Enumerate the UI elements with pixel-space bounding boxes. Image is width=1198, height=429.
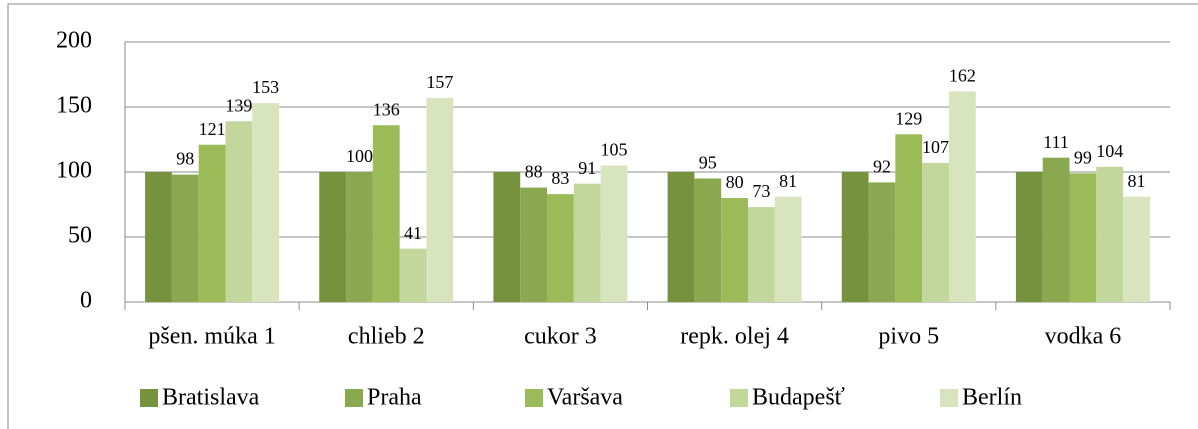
y-tick-label: 200: [56, 28, 92, 54]
legend-swatch: [140, 389, 158, 407]
data-label: 100: [346, 146, 373, 166]
data-label: 129: [895, 108, 922, 128]
bar: [841, 172, 869, 302]
bar: [493, 172, 521, 302]
bar: [399, 248, 427, 302]
data-label: 91: [578, 158, 596, 178]
legend-label: Praha: [367, 385, 422, 411]
data-label: 111: [1043, 132, 1069, 152]
x-tick-label: cukor 3: [524, 324, 597, 350]
data-label: 157: [426, 72, 453, 92]
legend-label: Budapešť: [752, 385, 845, 411]
x-tick-label: pivo 5: [878, 324, 939, 350]
bar: [372, 125, 400, 302]
bar: [948, 91, 976, 303]
data-label: 105: [601, 140, 628, 160]
data-label: 98: [176, 149, 194, 169]
legend-swatch: [940, 389, 958, 407]
data-label: 95: [699, 153, 717, 173]
bar: [600, 165, 628, 302]
x-tick-label: repk. olej 4: [680, 324, 789, 350]
bar: [346, 172, 373, 302]
legend-label: Varšava: [547, 385, 623, 411]
data-label: 104: [1096, 141, 1123, 161]
data-label: 136: [373, 99, 400, 119]
bar: [1123, 196, 1150, 302]
bar: [1042, 157, 1070, 302]
y-tick-label: 100: [56, 158, 92, 184]
bar: [145, 172, 172, 302]
data-label: 73: [752, 181, 770, 201]
data-label: 107: [922, 137, 949, 157]
data-label: 88: [525, 162, 543, 182]
bar: [171, 174, 199, 302]
data-label: 162: [949, 66, 976, 86]
data-label: 139: [225, 95, 252, 115]
y-tick-label: 50: [68, 223, 92, 249]
bar: [922, 162, 949, 302]
bar: [895, 134, 923, 302]
bar: [520, 187, 548, 302]
bar: [1069, 173, 1097, 302]
y-tick-label: 150: [56, 93, 92, 119]
data-label: 153: [252, 77, 279, 97]
data-label: 80: [726, 172, 744, 192]
legend-swatch: [730, 389, 748, 407]
bar: [721, 198, 748, 302]
bar: [198, 144, 226, 302]
bar: [774, 196, 802, 302]
chart-border: [7, 3, 1198, 429]
y-tick-label: 0: [80, 288, 92, 314]
legend-swatch: [525, 389, 543, 407]
data-label: 99: [1074, 147, 1092, 167]
bar: [547, 194, 574, 302]
bar: [1015, 172, 1043, 302]
x-tick-label: pšen. múka 1: [148, 324, 275, 350]
bar: [225, 121, 253, 302]
x-tick-label: chlieb 2: [348, 324, 425, 350]
bar: [868, 182, 896, 302]
data-label: 41: [404, 223, 422, 243]
legend-label: Berlín: [962, 385, 1022, 411]
data-label: 121: [199, 119, 226, 139]
bar: [426, 97, 454, 303]
x-tick-label: vodka 6: [1045, 324, 1122, 350]
bar: [747, 207, 775, 302]
legend-label: Bratislava: [162, 385, 260, 411]
data-label: 92: [873, 157, 891, 177]
bar: [1096, 166, 1124, 302]
data-label: 83: [551, 168, 569, 188]
bar: [667, 172, 695, 302]
bar: [694, 178, 722, 302]
bar: [252, 103, 280, 302]
bar: [573, 183, 601, 302]
legend-swatch: [345, 389, 363, 407]
bar: [319, 172, 347, 302]
data-label: 81: [1128, 171, 1146, 191]
data-label: 81: [779, 171, 797, 191]
